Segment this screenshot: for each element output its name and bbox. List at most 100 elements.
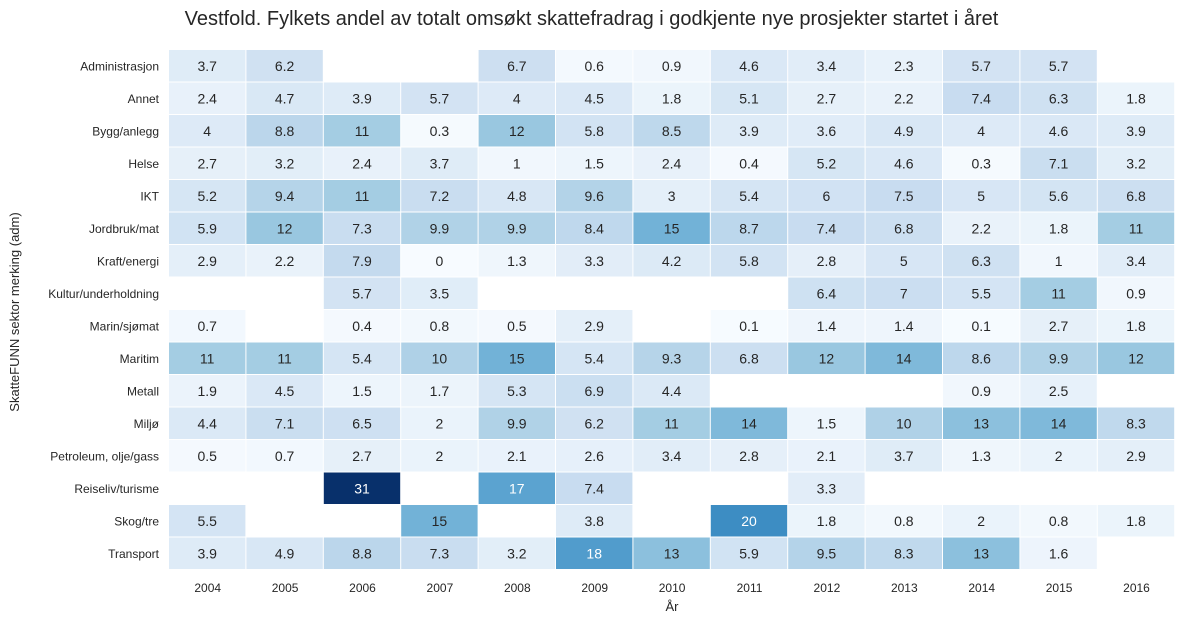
cell-value-label: 1.7 xyxy=(430,383,450,399)
cell-value-label: 5.7 xyxy=(352,285,372,301)
cell-value-label: 2 xyxy=(436,448,444,464)
cell-value-label: 2.4 xyxy=(197,90,217,106)
cell-value-label: 3.9 xyxy=(739,123,759,139)
cell-value-label: 3.9 xyxy=(1126,123,1146,139)
heatmap-cell xyxy=(943,115,1020,147)
cell-value-label: 6.7 xyxy=(507,58,527,74)
cell-value-label: 14 xyxy=(1051,415,1067,431)
heatmap-cell xyxy=(710,537,788,569)
heatmap-cell xyxy=(865,342,942,374)
heatmap-cell xyxy=(710,212,788,244)
cell-value-label: 3.2 xyxy=(1126,155,1146,171)
cell-value-label: 2.7 xyxy=(197,155,217,171)
heatmap-cell xyxy=(788,82,865,114)
cell-value-label: 5.8 xyxy=(584,123,604,139)
heatmap-cell xyxy=(788,505,865,537)
heatmap-cell xyxy=(1097,277,1175,309)
heatmap-cell xyxy=(246,537,323,569)
cell-value-label: 2.6 xyxy=(584,448,604,464)
cell-value-label: 13 xyxy=(973,415,989,431)
heatmap-cell xyxy=(1097,310,1175,342)
heatmap-cell xyxy=(556,310,633,342)
cell-value-label: 0.5 xyxy=(507,318,527,334)
cell-value-label: 8.4 xyxy=(584,220,604,236)
cell-value-label: 13 xyxy=(664,545,680,561)
heatmap-cell xyxy=(401,440,478,472)
row-tick-label: Kultur/underholdning xyxy=(48,287,159,301)
cell-value-label: 1.4 xyxy=(894,318,914,334)
cell-value-label: 2.9 xyxy=(197,253,217,269)
cell-value-label: 18 xyxy=(586,545,602,561)
row-tick-label: Marin/sjømat xyxy=(90,319,160,333)
heatmap-cell xyxy=(401,180,478,212)
heatmap-cell xyxy=(246,115,323,147)
cell-value-label: 15 xyxy=(509,350,525,366)
heatmap-cell xyxy=(246,50,323,82)
heatmap-cell xyxy=(323,82,401,114)
cell-value-label: 0.4 xyxy=(352,318,372,334)
cell-value-label: 4.9 xyxy=(894,123,914,139)
cell-value-label: 6.9 xyxy=(584,383,604,399)
row-tick-label: Reiseliv/turisme xyxy=(74,482,159,496)
heatmap-cell xyxy=(710,50,788,82)
cell-value-label: 11 xyxy=(1129,220,1144,236)
heatmap-cell xyxy=(710,407,788,439)
heatmap-cell xyxy=(1020,277,1097,309)
heatmap-cell xyxy=(323,115,401,147)
heatmap-cell xyxy=(788,50,865,82)
row-tick-label: Miljø xyxy=(134,417,160,431)
heatmap-cell xyxy=(401,375,478,407)
heatmap-cell xyxy=(943,82,1020,114)
cell-value-label: 5.4 xyxy=(584,350,604,366)
heatmap-cell xyxy=(323,212,401,244)
cell-value-label: 9.9 xyxy=(1049,350,1069,366)
cell-value-label: 11 xyxy=(277,350,292,366)
heatmap-cell xyxy=(401,310,478,342)
heatmap-cell xyxy=(865,505,942,537)
cell-value-label: 12 xyxy=(1128,350,1144,366)
cell-value-label: 0.3 xyxy=(430,123,450,139)
cell-value-label: 4.9 xyxy=(275,545,295,561)
heatmap-cell xyxy=(1020,212,1097,244)
heatmap-cell xyxy=(323,310,401,342)
column-tick-label: 2007 xyxy=(427,581,454,595)
cell-value-label: 6.3 xyxy=(971,253,991,269)
heatmap-cell xyxy=(169,50,246,82)
cell-value-label: 0.4 xyxy=(739,155,759,171)
cell-value-label: 6.8 xyxy=(739,350,759,366)
heatmap-cell xyxy=(710,440,788,472)
chart-title: Vestfold. Fylkets andel av totalt omsøkt… xyxy=(184,8,999,30)
cell-value-label: 6.8 xyxy=(1126,188,1146,204)
cell-value-label: 6.2 xyxy=(275,58,295,74)
column-labels: 2004 2005 2006 2007 2008 2009 2010 2011 2012 2013… xyxy=(194,581,1150,595)
heatmap-cell xyxy=(710,115,788,147)
heatmap-cell xyxy=(478,375,555,407)
heatmap-cell xyxy=(865,277,942,309)
cell-value-label: 4.6 xyxy=(894,155,914,171)
cell-value-label: 4 xyxy=(203,123,211,139)
heatmap-cell xyxy=(478,310,555,342)
cell-value-label: 8.6 xyxy=(971,350,991,366)
cell-value-label: 8.8 xyxy=(352,545,372,561)
heatmap-cell xyxy=(943,277,1020,309)
heatmap-cell xyxy=(169,147,246,179)
heatmap-cell xyxy=(943,245,1020,277)
row-tick-label: Metall xyxy=(127,384,159,398)
cell-value-label: 1.3 xyxy=(507,253,527,269)
cell-value-label: 0.8 xyxy=(894,513,914,529)
column-tick-label: 2005 xyxy=(272,581,299,595)
cell-value-label: 4.6 xyxy=(1049,123,1069,139)
heatmap-cell xyxy=(556,180,633,212)
heatmap-cell xyxy=(633,407,710,439)
heatmap-cell xyxy=(478,147,555,179)
cell-value-label: 3.7 xyxy=(894,448,914,464)
cell-value-label: 6.8 xyxy=(894,220,914,236)
cell-value-label: 0.6 xyxy=(584,58,604,74)
cell-value-label: 10 xyxy=(896,415,912,431)
cell-value-label: 0.7 xyxy=(275,448,295,464)
heatmap-cell xyxy=(1020,115,1097,147)
cell-value-label: 3.2 xyxy=(507,545,527,561)
cell-value-label: 5.1 xyxy=(739,90,759,106)
heatmap-cell xyxy=(710,505,788,537)
heatmap-cell xyxy=(401,407,478,439)
